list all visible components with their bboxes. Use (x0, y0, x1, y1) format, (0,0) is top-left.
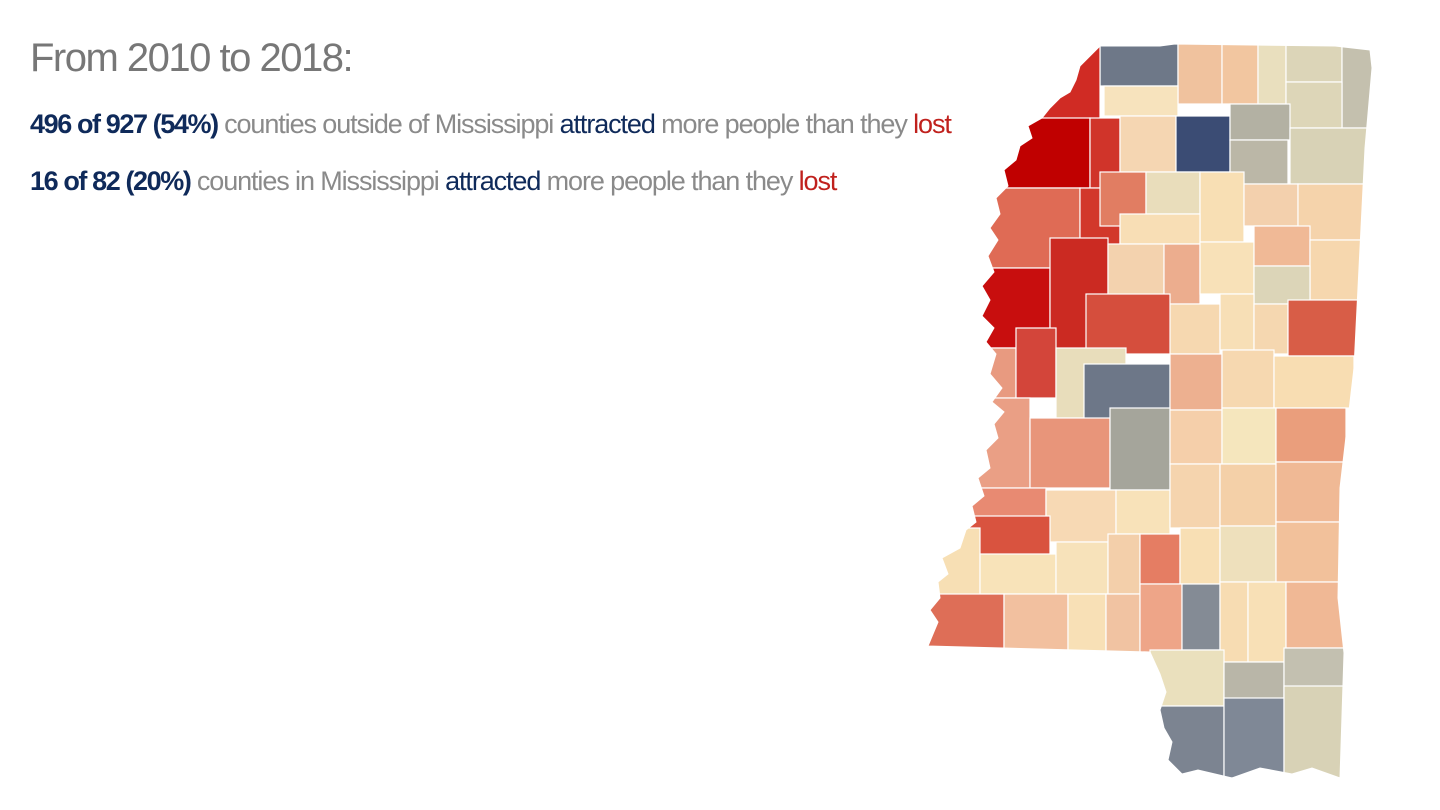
county (1105, 593, 1141, 655)
county (1169, 409, 1223, 465)
county (1221, 349, 1275, 409)
county (1199, 171, 1245, 243)
county (1247, 581, 1287, 663)
county (1145, 171, 1201, 215)
county (1285, 44, 1343, 83)
county (1029, 417, 1111, 489)
county (979, 553, 1057, 595)
county (1179, 527, 1221, 585)
stat-highlight-mississippi: 16 of 82 (20%) (30, 166, 192, 196)
county-layer (928, 44, 1372, 778)
county (1285, 81, 1343, 129)
state-outline (927, 43, 1373, 778)
lost-word: lost (798, 166, 838, 196)
stat-text: more people than they (540, 166, 799, 196)
county (1243, 183, 1299, 227)
county (1107, 243, 1165, 301)
county (1253, 303, 1289, 355)
county (1181, 583, 1221, 651)
county (1003, 593, 1069, 655)
county (1275, 521, 1347, 583)
county (1177, 44, 1223, 105)
stat-line-in-mississippi: 16 of 82 (20%) counties in Mississippi a… (30, 166, 838, 197)
county (1085, 293, 1171, 355)
county (1221, 44, 1259, 105)
county (1253, 225, 1311, 267)
stat-highlight-outside: 496 of 927 (54%) (30, 109, 219, 139)
county (979, 117, 1091, 189)
county (1309, 239, 1372, 301)
county (1219, 525, 1277, 583)
county (1253, 265, 1311, 305)
county (1175, 115, 1231, 173)
county (1015, 327, 1057, 399)
county (1199, 241, 1255, 295)
county (1273, 355, 1355, 409)
county (1257, 44, 1287, 105)
county (1099, 44, 1179, 87)
county (1283, 685, 1347, 778)
county (1119, 115, 1177, 173)
county (1045, 489, 1117, 543)
county (1067, 593, 1107, 655)
stat-text: counties in Mississippi (190, 166, 446, 196)
county (1107, 533, 1141, 595)
county (928, 593, 1005, 655)
mississippi-county-map (920, 38, 1380, 778)
attracted-word: attracted (559, 109, 656, 139)
county (1289, 127, 1372, 185)
county (1219, 463, 1277, 527)
county (1221, 407, 1277, 465)
county (1275, 407, 1347, 463)
stat-text: more people than they (654, 109, 914, 139)
county (1115, 489, 1171, 535)
map-svg (927, 43, 1373, 778)
county (1229, 103, 1291, 141)
county (1119, 213, 1201, 245)
county (1109, 407, 1171, 491)
county (959, 347, 1017, 399)
county (1275, 461, 1347, 523)
county (1103, 85, 1179, 117)
headline: From 2010 to 2018: (30, 36, 354, 80)
county (1219, 293, 1255, 351)
county (1169, 353, 1223, 411)
lost-word: lost (913, 109, 952, 139)
attracted-word: attracted (445, 166, 541, 196)
county (959, 397, 1031, 489)
county (1223, 697, 1285, 778)
county (1139, 583, 1183, 655)
stat-text: counties outside of Mississippi (217, 109, 560, 139)
stat-line-outside-mississippi: 496 of 927 (54%) counties outside of Mis… (30, 109, 952, 140)
county (1139, 533, 1181, 585)
county (1163, 303, 1221, 355)
county (1287, 299, 1372, 357)
county (1055, 541, 1109, 595)
county (1169, 463, 1221, 529)
county (1285, 581, 1347, 649)
county (1341, 44, 1372, 129)
